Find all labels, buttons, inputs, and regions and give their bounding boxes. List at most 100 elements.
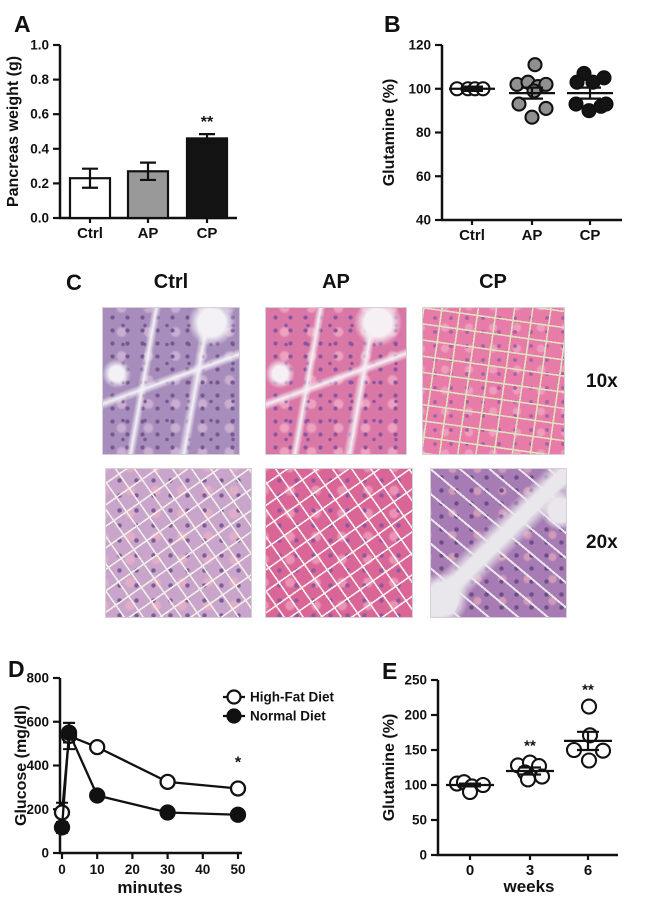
data-point	[511, 96, 527, 112]
significance-label: **	[582, 682, 594, 699]
y-axis-title: Pancreas weight (g)	[5, 56, 22, 207]
mean-sem-lines	[446, 782, 494, 788]
x-category-label: AP	[138, 225, 159, 242]
y-tick-label: 600	[26, 714, 49, 729]
y-tick-label: 40	[416, 213, 431, 228]
y-tick-label: 0.8	[30, 72, 49, 87]
data-point	[569, 74, 585, 90]
axis	[58, 678, 242, 855]
data-point-open	[159, 773, 176, 791]
y-tick-label: 60	[416, 169, 431, 184]
mean-sem-lines	[509, 86, 555, 100]
y-tick-label: 800	[26, 671, 49, 686]
x-group-label: AP	[522, 227, 543, 244]
y-tick-label: 0.0	[30, 211, 49, 226]
histology-image-cp-10x	[422, 307, 565, 455]
data-point	[538, 76, 554, 92]
y-tick-label: 50	[412, 813, 427, 828]
histology-image-ctrl-20x	[105, 468, 252, 618]
panel-c-label: C	[66, 270, 82, 295]
panel-e-dot-plot: E Glutamine (%) 0 50 100 150 200 250 0 3 ** 6 ** week…	[381, 658, 618, 896]
x-tick-label: 10	[90, 862, 105, 877]
y-tick-label: 80	[416, 125, 431, 140]
histology-image-ap-20x	[265, 468, 413, 618]
x-group-label: 6	[584, 862, 592, 879]
x-group-label: Ctrl	[459, 227, 485, 244]
histology-image-ctrl-10x	[102, 307, 240, 455]
mean-sem-lines	[449, 85, 495, 93]
y-tick-label: 400	[26, 758, 49, 773]
x-axis-title: minutes	[117, 878, 182, 897]
panel-d-line-chart: D Glucose (mg/dl) 0 200 400 600 800 0 10 20 30 40 50…	[8, 656, 334, 897]
significance-label: **	[524, 738, 536, 755]
x-axis-title: weeks	[502, 877, 554, 896]
y-axis-title: Glutamine (%)	[381, 79, 398, 187]
y-tick-label: 250	[404, 673, 427, 688]
x-category-label: Ctrl	[77, 225, 103, 242]
histology-row-label-20x: 20x	[586, 532, 618, 553]
y-tick-label: 0	[419, 848, 427, 863]
y-axis-title: Glutamine (%)	[381, 714, 398, 822]
legend-marker-filled	[226, 708, 242, 724]
y-tick-label: 0	[41, 846, 49, 861]
y-tick-label: 200	[404, 708, 427, 723]
x-tick-label: 20	[125, 862, 140, 877]
y-tick-label: 0.4	[30, 141, 49, 156]
significance-label: **	[201, 114, 214, 131]
panel-letter: B	[384, 11, 401, 37]
data-point	[538, 100, 554, 116]
mean-sem-lines	[506, 766, 554, 776]
x-group-label: CP	[580, 227, 601, 244]
x-tick-label: 30	[160, 862, 175, 877]
histology-image-ap-10x	[265, 307, 407, 455]
x-group-label: 3	[526, 862, 534, 879]
y-tick-label: 1.0	[30, 38, 49, 53]
significance-label: *	[235, 755, 242, 772]
data-point-filled	[60, 724, 78, 741]
histology-column-header-cp: CP	[479, 271, 507, 293]
y-tick-label: 150	[404, 743, 427, 758]
data-point-filled	[89, 787, 106, 804]
error-bar	[82, 167, 98, 189]
y-tick-label: 100	[404, 778, 427, 793]
data-point	[580, 698, 598, 715]
data-point	[533, 768, 551, 785]
panel-letter: A	[14, 11, 31, 37]
histology-image-cp-20x	[430, 468, 567, 618]
data-point	[526, 83, 542, 99]
data-point-open	[89, 738, 106, 756]
data-point	[568, 96, 584, 112]
mean-sem-lines	[564, 730, 612, 752]
data-point	[598, 96, 614, 112]
data-point	[527, 57, 543, 73]
data-point-filled	[53, 819, 71, 836]
data-point-filled	[159, 804, 176, 821]
panel-letter: D	[8, 656, 25, 682]
histology-column-header-ctrl: Ctrl	[153, 271, 189, 293]
legend-label: High-Fat Diet	[250, 690, 334, 705]
y-tick-label: 100	[408, 81, 431, 96]
legend-label: Normal Diet	[250, 709, 326, 724]
y-tick-label: 0.6	[30, 107, 49, 122]
panel-a-bar-chart: A Pancreas weight (g) 0.0 0.2 0.4 0.6 0.8 1.0 Ct…	[5, 11, 237, 242]
histology-row-label-10x: 10x	[586, 371, 618, 392]
y-tick-label: 200	[26, 802, 49, 817]
error-bar	[140, 161, 156, 182]
series-line-filled	[60, 732, 239, 828]
legend-marker-open	[226, 689, 242, 705]
data-point-filled	[229, 806, 247, 823]
x-tick-label: 40	[195, 862, 210, 877]
x-category-label: CP	[197, 225, 218, 242]
panel-b-dot-plot: B Glutamine (%) 40 60 80 100 120 Ctrl AP CP	[381, 11, 622, 244]
x-tick-label: 50	[230, 862, 245, 877]
y-tick-label: 120	[408, 38, 431, 53]
data-point-open	[229, 780, 247, 797]
histology-column-header-ap: AP	[322, 271, 350, 293]
y-axis-title: Glucose (mg/dl)	[13, 705, 30, 826]
y-tick-label: 0.2	[30, 176, 49, 191]
x-tick-label: 0	[58, 862, 66, 877]
x-group-label: 0	[466, 862, 474, 879]
mean-sem-lines	[567, 86, 613, 100]
error-bar	[199, 132, 215, 144]
